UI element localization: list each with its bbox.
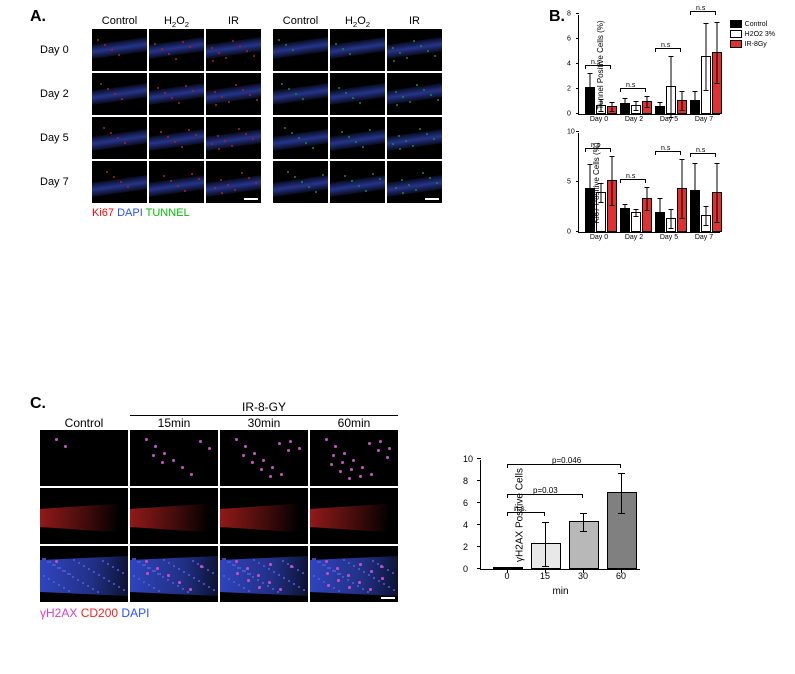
micrograph: [387, 29, 442, 71]
chart-legend: Control H2O2 3% IR-8Gy: [730, 20, 775, 50]
col-header: Control: [273, 15, 328, 29]
micrograph: [40, 546, 128, 602]
micrograph: [273, 73, 328, 115]
micrograph: [206, 161, 261, 203]
micrograph: [330, 29, 385, 71]
row-label: Day 5: [40, 132, 90, 144]
micrograph: [330, 117, 385, 159]
micrograph: [149, 161, 204, 203]
micrograph: [206, 73, 261, 115]
micrograph: [220, 430, 308, 486]
panel-b: 02468Day 0n.sDay 2n.sDay 5n.sDay 7n.s Tu…: [550, 15, 770, 251]
row-label: Day 7: [40, 176, 90, 188]
ki67-chart: 0510Day 0n.sDay 2n.sDay 5n.sDay 7n.s Ki6…: [578, 133, 770, 233]
micrograph: [130, 546, 218, 602]
col-header: Control: [92, 15, 147, 29]
col-header: IR: [387, 15, 442, 29]
micrograph: [330, 73, 385, 115]
row-label: Day 0: [40, 44, 90, 56]
panel-a-legend: Ki67 DAPI TUNNEL: [92, 207, 440, 219]
micrograph: [273, 161, 328, 203]
micrograph: [92, 73, 147, 115]
micrograph: [40, 430, 128, 486]
col-header: 30min: [220, 416, 308, 430]
micrograph: [206, 29, 261, 71]
ir-span-label: IR-8-GY: [130, 400, 398, 414]
micrograph: [40, 488, 128, 544]
row-label: Day 2: [40, 88, 90, 100]
micrograph: [92, 29, 147, 71]
micrograph: [206, 117, 261, 159]
micrograph: [330, 161, 385, 203]
micrograph: [387, 161, 442, 203]
micrograph: [92, 161, 147, 203]
micrograph: [310, 430, 398, 486]
micrograph: [130, 488, 218, 544]
micrograph: [130, 430, 218, 486]
panel-a: Control H2O2 IR Day 0 Day 2 Day 5 Day 7 Con…: [40, 15, 440, 219]
micrograph: [220, 488, 308, 544]
panel-c: IR-8-GY Control 15min 30min 60min γH2AX …: [40, 400, 440, 620]
micrograph: [149, 29, 204, 71]
micrograph: [387, 117, 442, 159]
col-header: 15min: [130, 416, 218, 430]
col-header: H2O2: [149, 15, 204, 29]
panel-a-right-grid: Control H2O2 IR: [273, 15, 442, 203]
micrograph: [92, 117, 147, 159]
yh2ax-chart: γH2AX Positive Cells min 02468100153060n…: [450, 450, 650, 600]
x-axis-label: min: [552, 586, 568, 597]
y-axis-label: Ki67 Positive Cells (%): [592, 143, 601, 224]
micrograph: [149, 73, 204, 115]
micrograph: [387, 73, 442, 115]
y-axis-label: Tunnel Positive Cells (%): [596, 20, 605, 109]
col-header: H2O2: [330, 15, 385, 29]
micrograph: [273, 117, 328, 159]
tunnel-chart: 02468Day 0n.sDay 2n.sDay 5n.sDay 7n.s Tu…: [578, 15, 770, 115]
micrograph: [310, 546, 398, 602]
micrograph: [149, 117, 204, 159]
panel-a-left-grid: Control H2O2 IR Day 0 Day 2 Day 5 Day 7: [40, 15, 261, 203]
col-header: 60min: [310, 416, 398, 430]
micrograph: [220, 546, 308, 602]
panel-c-legend: γH2AX CD200 DAPI: [40, 606, 440, 620]
micrograph: [273, 29, 328, 71]
col-header: Control: [40, 416, 128, 430]
micrograph: [310, 488, 398, 544]
col-header: IR: [206, 15, 261, 29]
